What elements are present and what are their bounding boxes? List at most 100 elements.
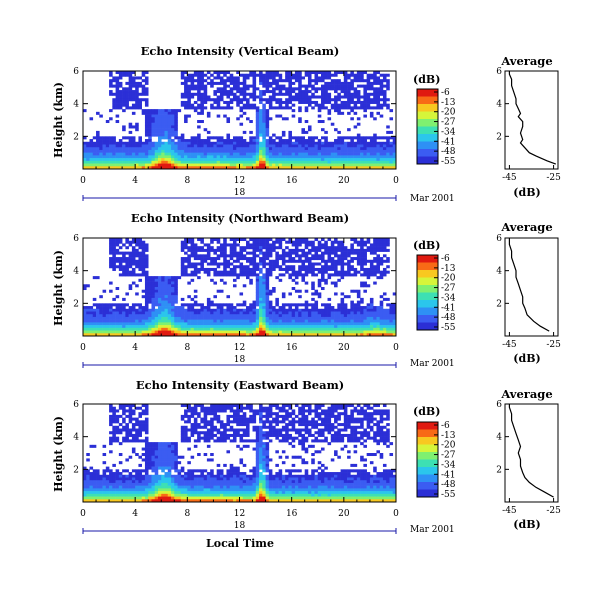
heatmap-cell (382, 308, 387, 312)
heatmap-cell (321, 246, 325, 250)
heatmap-cell (154, 120, 159, 124)
heatmap-cell (154, 281, 159, 285)
heatmap-cell (109, 166, 113, 170)
heatmap-cell (141, 477, 146, 481)
heatmap-cell (229, 92, 234, 96)
heatmap-cell (154, 276, 159, 280)
heatmap-cell (157, 289, 162, 293)
heatmap-cell (154, 122, 159, 126)
heatmap-cell (144, 117, 149, 121)
heatmap-cell (360, 297, 364, 301)
heatmap-cell (131, 98, 136, 102)
heatmap-cell (216, 160, 221, 164)
heatmap-cell (324, 322, 328, 326)
colorbar-segment (417, 322, 438, 326)
heatmap-cell (259, 160, 263, 164)
heatmap-cell (206, 152, 211, 156)
heatmap-cell (210, 311, 214, 315)
heatmap-cell (180, 246, 185, 250)
heatmap-cell (291, 257, 296, 261)
heatmap-cell (363, 254, 367, 258)
heatmap-cell (184, 273, 188, 277)
heatmap-cell (219, 163, 224, 167)
heatmap-cell (379, 240, 384, 244)
heatmap-cell (291, 251, 296, 255)
heatmap-cell (151, 444, 156, 448)
heatmap-cell (376, 106, 380, 110)
heatmap-cell (281, 295, 286, 299)
heatmap-cell (311, 155, 315, 159)
heatmap-cell (311, 149, 315, 153)
heatmap-cell (278, 319, 283, 323)
heatmap-cell (161, 444, 165, 448)
heatmap-cell (174, 330, 178, 334)
heatmap-cell (301, 147, 306, 151)
heatmap-cell (174, 276, 178, 280)
heatmap-cell (216, 311, 221, 315)
heatmap-cell (356, 106, 361, 110)
heatmap-cell (109, 480, 113, 484)
heatmap-cell (151, 469, 156, 473)
heatmap-cell (157, 114, 162, 118)
heatmap-cell (206, 270, 211, 274)
heatmap-cell (151, 163, 156, 167)
heatmap-cell (343, 314, 348, 318)
heatmap-cell (265, 160, 270, 164)
heatmap-cell (164, 130, 169, 134)
heatmap-cell (327, 109, 332, 113)
heatmap-cell (389, 319, 394, 323)
heatmap-cell (161, 308, 165, 312)
heatmap-cell (249, 246, 253, 250)
heatmap-cell (347, 144, 351, 148)
heatmap-cell (223, 281, 227, 285)
heatmap-cell (226, 103, 231, 107)
heatmap-cell (386, 139, 390, 143)
heatmap-cell (252, 163, 257, 167)
heatmap-cell (144, 292, 149, 296)
heatmap-cell (337, 259, 341, 263)
heatmap-cell (334, 254, 338, 258)
heatmap-cell (246, 243, 250, 247)
heatmap-cell (135, 254, 139, 258)
heatmap-cell (356, 316, 361, 320)
heatmap-cell (167, 139, 172, 143)
heatmap-cell (190, 262, 195, 266)
heatmap-cell (379, 141, 384, 145)
heatmap-cell (86, 474, 90, 478)
heatmap-cell (262, 300, 266, 304)
heatmap-cell (272, 144, 276, 148)
heatmap-cell (268, 144, 273, 148)
heatmap-cell (86, 155, 90, 159)
heatmap-cell (125, 262, 129, 266)
heatmap-cell (144, 409, 149, 413)
heatmap-cell (174, 136, 178, 140)
heatmap-cell (141, 496, 146, 500)
heatmap-cell (246, 276, 250, 280)
heatmap-cell (239, 139, 244, 143)
heatmap-cell (213, 238, 217, 242)
heatmap-cell (141, 485, 146, 489)
heatmap-cell (321, 319, 325, 323)
heatmap-cell (281, 314, 286, 318)
heatmap-cell (360, 163, 364, 167)
heatmap-cell (304, 259, 309, 263)
heatmap-cell (252, 327, 257, 331)
heatmap-cell (105, 333, 110, 337)
heatmap-cell (187, 166, 191, 170)
heatmap-cell (366, 95, 371, 99)
heatmap-cell (138, 311, 142, 315)
heatmap-cell (112, 257, 116, 261)
heatmap-cell (317, 333, 322, 337)
heatmap-cell (135, 311, 139, 315)
heatmap-cell (229, 327, 234, 331)
heatmap-cell (262, 128, 266, 132)
heatmap-cell (386, 106, 390, 110)
heatmap-cell (353, 111, 358, 115)
heatmap-cell (304, 71, 309, 75)
heatmap-cell (99, 474, 103, 478)
heatmap-cell (115, 306, 120, 310)
heatmap-cell (304, 308, 309, 312)
heatmap-cell (268, 76, 273, 80)
heatmap-cell (109, 314, 113, 318)
heatmap-cell (363, 267, 367, 271)
